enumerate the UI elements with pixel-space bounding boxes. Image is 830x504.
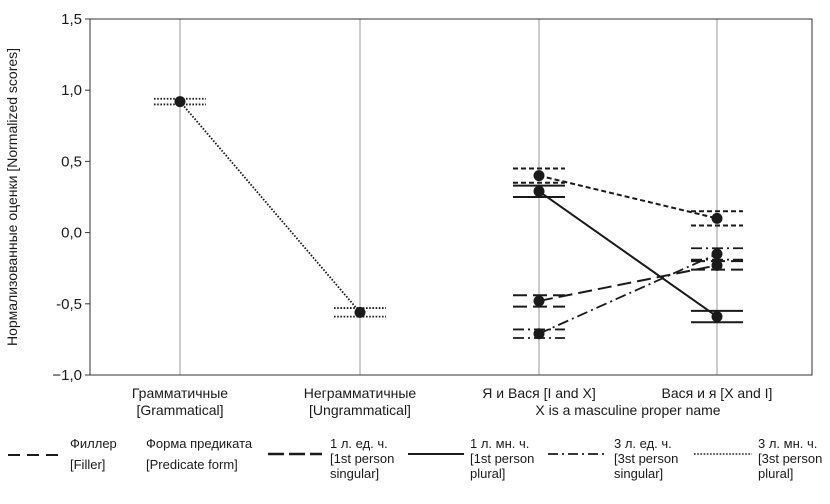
- y-tick-label-3: 0,0: [61, 225, 82, 242]
- y-tick-label-2: 0,5: [61, 153, 82, 170]
- series-line-1pl: [538, 190, 718, 318]
- legend: Филлер [Filler] Форма предиката [Predica…: [0, 432, 830, 504]
- legend-3pl: 3 л. мн. ч. [3st person plural]: [758, 436, 823, 481]
- x-category-label-1: Неграмматичные: [304, 385, 417, 401]
- data-point-filler-0: [174, 96, 186, 108]
- y-tick-label-1: 1,0: [61, 82, 82, 99]
- x-category-sublabel-1: [Ungrammatical]: [309, 402, 411, 418]
- y-tick-label-4: -0,5: [56, 296, 82, 313]
- data-point-1pl-0: [533, 185, 545, 197]
- data-point-1sg-1: [711, 259, 723, 271]
- legend-predicate-form: Форма предиката [Predicate form]: [146, 436, 253, 472]
- data-point-3pl-0: [533, 170, 545, 182]
- legend-1sg: 1 л. ед. ч. [1st person singular]: [330, 436, 395, 481]
- y-tick-label-0: 1,5: [61, 11, 82, 28]
- legend-swatch-1pl: [408, 453, 464, 455]
- legend-swatch-1sg: [268, 452, 322, 456]
- chart: 1,5 1,0 0,5 0,0 -0,5 −1,0 Нормализованные оцен…: [4, 11, 813, 418]
- plot-frame: [89, 18, 813, 376]
- series-line-3sg: [538, 253, 718, 335]
- data-point-1sg-0: [533, 295, 545, 307]
- legend-swatch-filler: [8, 454, 64, 456]
- x-group-label: X is a masculine proper name: [535, 402, 720, 418]
- y-axis-label: Нормализованные оценки [Normalized score…: [4, 48, 20, 346]
- data-point-3pl-1: [711, 212, 723, 224]
- data-point-1pl-1: [711, 311, 723, 323]
- legend-swatch-3pl: [694, 453, 752, 455]
- legend-swatch-3sg: [548, 453, 606, 455]
- x-category-label-0: Грамматичные: [132, 385, 228, 401]
- data-point-filler-1: [354, 306, 366, 318]
- series-line-3pl: [538, 174, 718, 220]
- y-tick-label-5: −1,0: [52, 367, 82, 384]
- x-category-sublabel-0: [Grammatical]: [136, 402, 223, 418]
- legend-1pl: 1 л. мн. ч. [1st person plural]: [470, 436, 535, 481]
- x-category-label-3: Вася и я [X and I]: [662, 385, 773, 401]
- legend-filler: Филлер [Filler]: [70, 436, 117, 472]
- legend-3sg: 3 л. ед. ч. [3st person singular]: [614, 436, 679, 481]
- series-line-filler: [179, 101, 361, 313]
- data-point-3sg-0: [533, 328, 545, 340]
- data-point-3sg-1: [711, 248, 723, 260]
- x-category-label-2: Я и Вася [I and X]: [482, 385, 595, 401]
- series-line-1sg: [538, 264, 718, 302]
